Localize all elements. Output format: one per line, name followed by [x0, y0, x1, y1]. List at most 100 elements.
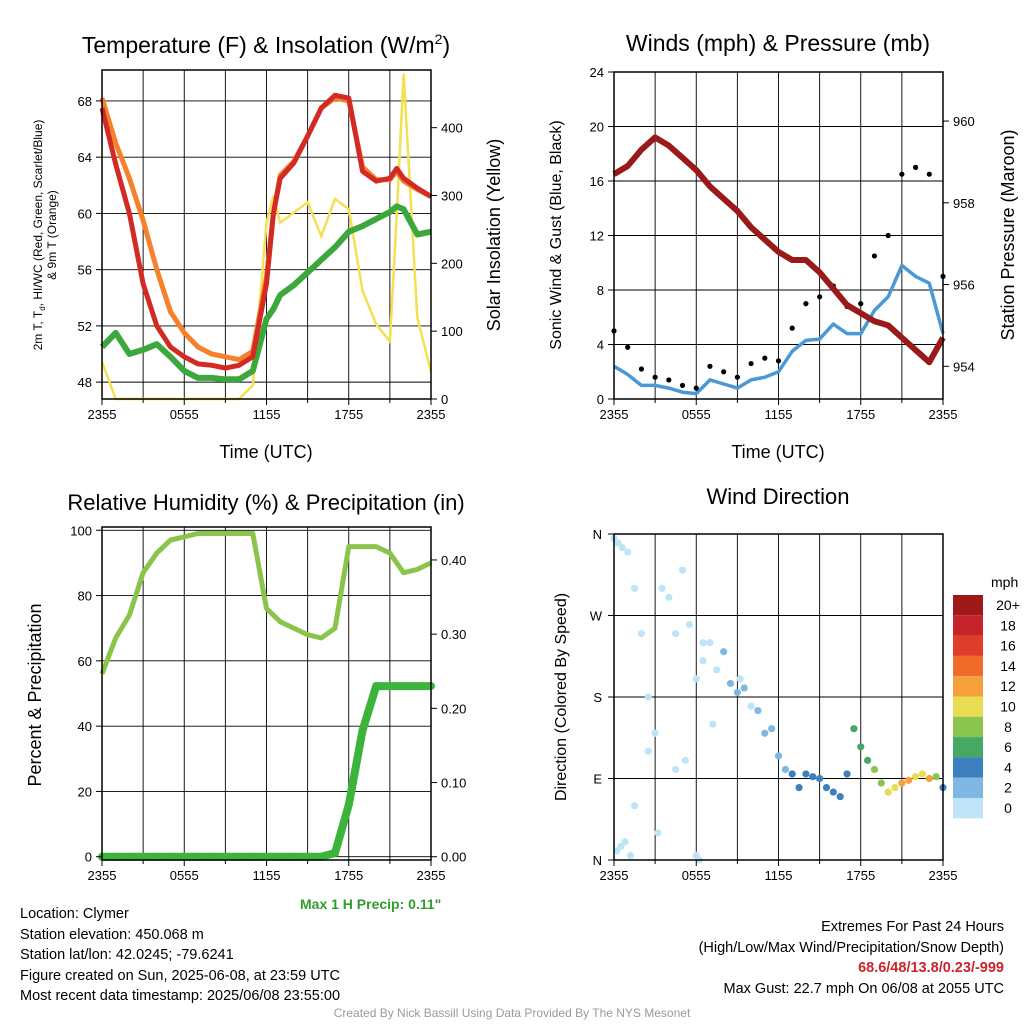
- direction-point: [911, 773, 920, 781]
- direction-point: [621, 838, 629, 846]
- precipitation-point: [317, 852, 326, 861]
- precipitation-point: [248, 852, 257, 861]
- y2-tick-label: 958: [953, 196, 975, 211]
- recent-data-text: Most recent data timestamp: 2025/06/08 2…: [20, 988, 341, 1004]
- colorbar-label: 20+: [996, 597, 1020, 613]
- direction-point: [654, 829, 662, 837]
- gust-point: [926, 171, 932, 177]
- direction-point: [624, 548, 632, 556]
- direction-point: [857, 743, 865, 751]
- winds-x-label: Time (UTC): [731, 442, 824, 462]
- gust-point: [625, 344, 631, 350]
- colorbar-swatch: [953, 655, 983, 677]
- x-tick-label: 2355: [88, 868, 117, 883]
- y-tick-label: N: [593, 853, 602, 868]
- y-tick-label: 100: [70, 523, 92, 538]
- y-tick-label: N: [593, 527, 602, 542]
- y-tick-label: 0: [597, 392, 604, 407]
- y-tick-label: S: [593, 690, 602, 705]
- y2-tick-label: 0.40: [441, 553, 466, 568]
- gust-point: [775, 358, 782, 364]
- direction-point: [898, 779, 906, 787]
- extremes-values: 68.6/48/13.8/0.23/-999: [858, 960, 1004, 976]
- x-tick-label: 2355: [929, 407, 958, 422]
- winds-chart-title: Winds (mph) & Pressure (mb): [626, 30, 930, 56]
- gust-point: [734, 374, 740, 380]
- direction-point: [733, 688, 741, 697]
- gust-point: [721, 369, 727, 375]
- created-text: Figure created on Sun, 2025-06-08, at 23…: [20, 967, 340, 984]
- dewpoint-line: [99, 203, 432, 383]
- direction-point: [870, 765, 879, 774]
- direction-point: [836, 793, 844, 801]
- direction-point: [736, 675, 744, 683]
- direction-point: [816, 774, 824, 783]
- winds-y-label: Sonic Wind & Gust (Blue, Black): [548, 120, 565, 349]
- x-tick-label: 1155: [765, 868, 793, 883]
- x-tick-label: 2355: [929, 868, 958, 883]
- y-tick-label: 12: [590, 229, 604, 244]
- precipitation-point: [344, 800, 353, 809]
- colorbar-swatch: [953, 635, 983, 656]
- sonic-wind-line: [613, 263, 945, 396]
- gust-point: [871, 253, 878, 259]
- direction-point: [781, 765, 789, 774]
- x-tick-label: 1755: [334, 868, 363, 883]
- precipitation-point: [372, 682, 381, 691]
- precipitation-point: [152, 852, 161, 861]
- direction-point: [709, 720, 717, 728]
- y2-tick-label: 0.20: [441, 701, 466, 716]
- colorbar-label: 2: [1004, 780, 1012, 796]
- location-text: Location: Clymer: [20, 906, 129, 922]
- colorbar-label: 18: [1000, 617, 1016, 633]
- solar-y-label: Solar Insolation (Yellow): [484, 139, 504, 331]
- precipitation-point: [235, 852, 244, 861]
- x-tick-label: 1155: [253, 407, 281, 422]
- gust-point: [817, 294, 823, 300]
- x-tick-label: 1755: [334, 407, 363, 422]
- direction-point: [726, 679, 735, 688]
- gust-point: [885, 232, 891, 239]
- direction-point: [761, 729, 769, 737]
- colorbar-label: 6: [1004, 739, 1012, 755]
- precipitation-point: [331, 849, 340, 858]
- direction-point: [747, 702, 755, 710]
- temperature-chart-title: Temperature (F) & Insolation (W/m2): [82, 31, 450, 58]
- extremes-title: Extremes For Past 24 Hours: [821, 919, 1004, 935]
- direction-point: [788, 770, 796, 778]
- x-tick-label: 1155: [765, 407, 793, 422]
- credit-text: Created By Nick Bassill Using Data Provi…: [333, 1006, 691, 1020]
- station-info: Location: Clymer Station elevation: 450.0…: [20, 904, 340, 1007]
- direction-point: [630, 584, 639, 592]
- colorbar-swatch: [953, 798, 983, 819]
- precipitation-point: [125, 852, 134, 861]
- x-tick-label: 2355: [88, 407, 117, 422]
- direction-point: [802, 770, 810, 778]
- direction-point: [905, 776, 913, 784]
- colorbar-unit-label: mph: [991, 574, 1018, 590]
- y-tick-label: E: [593, 772, 602, 787]
- direction-point: [768, 725, 776, 733]
- x-tick-label: 0555: [170, 868, 199, 883]
- precipitation-point: [399, 682, 408, 691]
- y-tick-label: 24: [590, 65, 604, 80]
- direction-point: [740, 684, 748, 692]
- direction-point: [918, 770, 927, 778]
- direction-point: [925, 774, 933, 783]
- y-tick-label: 0: [85, 850, 92, 865]
- direction-point: [877, 779, 885, 787]
- direction-point: [850, 725, 858, 733]
- gust-point: [789, 325, 795, 331]
- gust-point: [899, 171, 905, 177]
- colorbar-label: 12: [1000, 678, 1016, 694]
- direction-point: [699, 657, 707, 665]
- speed-colorbar: mph 20+ 18 16 14 12 10 8 6 4 2 0: [953, 574, 1020, 819]
- gust-point: [652, 374, 658, 380]
- direction-point: [613, 847, 621, 855]
- direction-point: [829, 788, 837, 796]
- y2-tick-label: 0.30: [441, 627, 466, 642]
- direction-point: [932, 773, 940, 781]
- max-hourly-precip: Max 1 H Precip: 0.11": [300, 896, 442, 912]
- direction-point: [637, 630, 646, 638]
- direction-point: [891, 783, 899, 792]
